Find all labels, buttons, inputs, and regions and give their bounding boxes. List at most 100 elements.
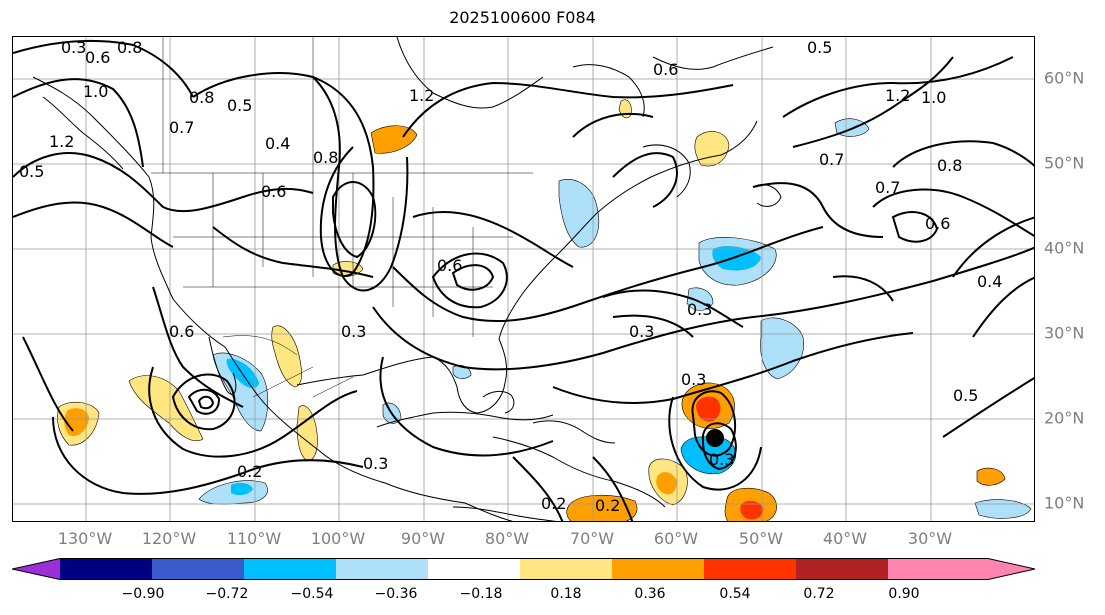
colorbar-tick: −0.36 xyxy=(374,586,418,602)
warm-anomaly xyxy=(566,494,638,521)
colorbar-tick: 0.18 xyxy=(550,586,582,602)
colorbar-outline xyxy=(12,558,1036,580)
colorbar-segment xyxy=(612,558,704,580)
longitude-label: 60°W xyxy=(653,529,699,548)
contour-label: 0.6 xyxy=(261,182,286,201)
longitude-label: 120°W xyxy=(141,529,197,548)
warm-anomaly xyxy=(271,325,302,388)
map-canvas: 0.3 0.6 0.8 0.5 0.8 1.0 1.2 0.7 0.4 0.5 … xyxy=(13,37,1034,521)
contour-label: 0.2 xyxy=(595,496,620,515)
colorbar xyxy=(12,558,1036,580)
warm-anomaly xyxy=(128,375,204,442)
contour-label: 0.7 xyxy=(875,178,900,197)
colorbar-segment xyxy=(152,558,244,580)
contour-label: 0.3 xyxy=(341,322,366,341)
colorbar-segment xyxy=(12,558,60,580)
cool-anomaly xyxy=(974,499,1032,519)
contour-label: 0.7 xyxy=(819,150,844,169)
colorbar-tick: 0.72 xyxy=(803,586,835,602)
longitude-label: 70°W xyxy=(569,529,615,548)
contour-label: 0.3 xyxy=(629,322,654,341)
colorbar-segment xyxy=(428,558,520,580)
contour-label: 0.5 xyxy=(227,96,252,115)
contour-label: 1.2 xyxy=(885,86,910,105)
anomaly-shading xyxy=(57,99,1032,521)
contour-label: 0.8 xyxy=(189,88,214,107)
contour-label: 0.5 xyxy=(807,38,832,57)
contour-label: 0.6 xyxy=(169,322,194,341)
figure-title: 2025100600 F084 xyxy=(449,8,596,27)
colorbar-segment xyxy=(888,558,988,580)
contour-label: 0.5 xyxy=(19,162,44,181)
contour-label: 1.0 xyxy=(83,82,108,101)
contour-label: 1.0 xyxy=(921,88,946,107)
warm-anomaly xyxy=(696,396,721,422)
contour-labels: 0.3 0.6 0.8 0.5 0.8 1.0 1.2 0.7 0.4 0.5 … xyxy=(19,38,1002,515)
contour-lines xyxy=(13,39,1034,521)
contour-label: 0.6 xyxy=(925,214,950,233)
contour-label: 0.3 xyxy=(687,300,712,319)
contour-label: 0.8 xyxy=(313,148,338,167)
warm-anomaly xyxy=(370,125,418,154)
contour-label: 0.3 xyxy=(363,454,388,473)
colorbar-segment xyxy=(60,558,152,580)
contour-label: 0.6 xyxy=(85,48,110,67)
storm-center-icon xyxy=(706,429,724,447)
colorbar-tick: 0.90 xyxy=(888,586,920,602)
latitude-label: 30°N xyxy=(1044,323,1085,343)
map-panel: 0.3 0.6 0.8 0.5 0.8 1.0 1.2 0.7 0.4 0.5 … xyxy=(12,36,1035,522)
cool-anomaly xyxy=(231,482,253,496)
longitude-label: 90°W xyxy=(400,529,446,548)
coastlines xyxy=(32,37,782,521)
latitude-label: 40°N xyxy=(1044,238,1085,258)
longitude-label: 130°W xyxy=(57,529,113,548)
colorbar-tick: 0.36 xyxy=(634,586,666,602)
longitude-label: 50°W xyxy=(738,529,784,548)
colorbar-tick: −0.90 xyxy=(121,586,165,602)
warm-anomaly xyxy=(976,467,1006,486)
latitude-label: 10°N xyxy=(1044,493,1085,513)
colorbar-segment xyxy=(336,558,428,580)
cool-anomaly xyxy=(212,352,269,432)
contour-label: 0.5 xyxy=(953,386,978,405)
contour-label: 0.8 xyxy=(937,156,962,175)
latitude-label: 60°N xyxy=(1044,68,1085,88)
longitude-label: 80°W xyxy=(484,529,530,548)
warm-anomaly xyxy=(656,472,677,495)
warm-anomaly xyxy=(296,405,318,462)
contour-label: 0.3 xyxy=(61,38,86,57)
longitude-label: 40°W xyxy=(822,529,868,548)
warm-anomaly xyxy=(740,500,764,520)
contour-label: 0.2 xyxy=(541,494,566,513)
longitude-label: 100°W xyxy=(310,529,366,548)
colorbar-tick: 0.54 xyxy=(719,586,751,602)
cool-anomaly xyxy=(558,179,599,248)
political-boundaries xyxy=(151,37,533,398)
colorbar-segment xyxy=(796,558,888,580)
colorbar-segment xyxy=(704,558,796,580)
longitude-label: 30°W xyxy=(907,529,953,548)
colorbar-segment xyxy=(520,558,612,580)
colorbar-segment xyxy=(988,558,1035,580)
colorbar-segment xyxy=(244,558,336,580)
contour-label: 0.3 xyxy=(709,450,734,469)
contour-label: 0.6 xyxy=(437,256,462,275)
contour-label: 0.8 xyxy=(117,38,142,57)
colorbar-tick: −0.72 xyxy=(205,586,249,602)
contour-label: 0.7 xyxy=(169,118,194,137)
longitude-label: 110°W xyxy=(226,529,282,548)
warm-anomaly xyxy=(694,131,730,167)
latitude-label: 20°N xyxy=(1044,408,1085,428)
graticule xyxy=(13,37,1034,521)
colorbar-tick: −0.54 xyxy=(290,586,334,602)
contour-label: 0.4 xyxy=(265,134,290,153)
contour-label: 0.3 xyxy=(681,370,706,389)
cool-anomaly xyxy=(680,436,737,475)
contour-label: 0.6 xyxy=(653,60,678,79)
contour-label: 0.2 xyxy=(237,462,262,481)
latitude-label: 50°N xyxy=(1044,153,1085,173)
colorbar-tick: −0.18 xyxy=(459,586,503,602)
contour-label: 1.2 xyxy=(409,86,434,105)
contour-label: 0.4 xyxy=(977,272,1002,291)
contour-label: 1.2 xyxy=(49,132,74,151)
